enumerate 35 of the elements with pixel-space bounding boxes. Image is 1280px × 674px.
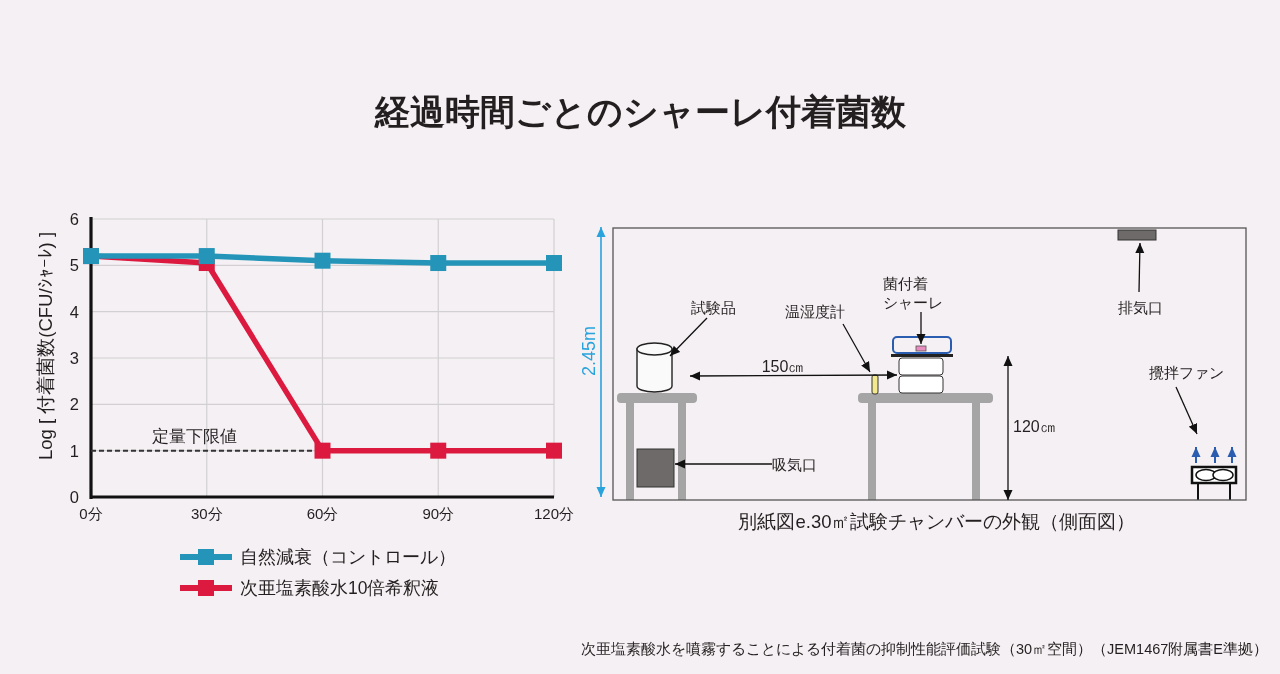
x-tick-label: 0分: [79, 505, 103, 522]
point: [314, 252, 331, 269]
y-axis-title: Log [ 付着菌数(CFU/ｼｬｰﾚ) ]: [35, 231, 56, 461]
text: 試験品: [690, 299, 736, 316]
text: 排気口: [1117, 299, 1163, 316]
x-tick-label: 30分: [190, 505, 223, 522]
text: 攪拌ファン: [1148, 364, 1224, 381]
ref-line-label: 定量下限値: [152, 426, 237, 446]
point: [430, 442, 447, 459]
y-tick-label: 6: [69, 210, 79, 228]
y-tick-label: 5: [69, 256, 79, 275]
y-tick-label: 1: [69, 441, 79, 460]
text: 2.45m: [579, 325, 599, 377]
text: 150㎝: [761, 358, 805, 375]
y-tick-label: 0: [69, 488, 79, 506]
x-tick-label: 120分: [533, 505, 575, 522]
point: [314, 442, 331, 459]
legend-label: 自然減衰（コントロール）: [240, 547, 456, 567]
y-tick-label: 2: [69, 395, 79, 414]
point: [546, 255, 562, 272]
point: [430, 255, 447, 272]
text: 次亜塩素酸水を噴霧することによる付着菌の抑制性能評価試験（30㎡空間）（JEM1467附属書E準拠）: [580, 641, 1268, 657]
legend-label: 次亜塩素酸水10倍希釈液: [240, 578, 440, 598]
point: [198, 248, 215, 265]
text: 120㎝: [1013, 418, 1056, 435]
text: 経過時間ごとのシャーレ付着菌数: [373, 92, 907, 131]
x-tick-label: 90分: [422, 505, 455, 522]
text: 菌付着シャーレ: [883, 275, 943, 311]
y-tick-label: 4: [69, 302, 79, 321]
text: 吸気口: [772, 456, 817, 473]
x-tick-label: 60分: [306, 505, 339, 522]
point: [546, 442, 562, 459]
text: 温湿度計: [785, 303, 845, 320]
y-tick-label: 3: [69, 349, 79, 367]
text: 別紙図e.30㎡試験チャンバーの外観（側面図）: [738, 511, 1136, 532]
